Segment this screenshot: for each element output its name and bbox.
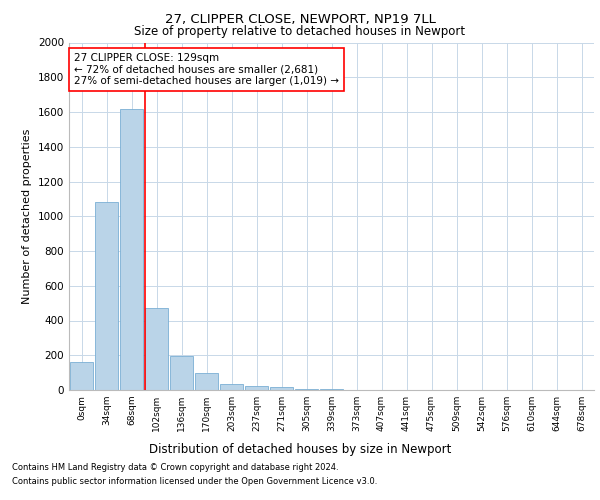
Text: 27 CLIPPER CLOSE: 129sqm
← 72% of detached houses are smaller (2,681)
27% of sem: 27 CLIPPER CLOSE: 129sqm ← 72% of detach… <box>74 53 339 86</box>
Bar <box>195 374 218 390</box>
Bar <box>70 362 93 390</box>
Text: Distribution of detached houses by size in Newport: Distribution of detached houses by size … <box>149 442 451 456</box>
Text: Contains public sector information licensed under the Open Government Licence v3: Contains public sector information licen… <box>12 477 377 486</box>
Bar <box>220 384 243 390</box>
Text: 27, CLIPPER CLOSE, NEWPORT, NP19 7LL: 27, CLIPPER CLOSE, NEWPORT, NP19 7LL <box>164 12 436 26</box>
Text: Size of property relative to detached houses in Newport: Size of property relative to detached ho… <box>134 25 466 38</box>
Text: Contains HM Land Registry data © Crown copyright and database right 2024.: Contains HM Land Registry data © Crown c… <box>12 464 338 472</box>
Bar <box>120 108 143 390</box>
Bar <box>245 386 268 390</box>
Bar <box>295 389 318 390</box>
Bar <box>170 356 193 390</box>
Bar <box>95 202 118 390</box>
Y-axis label: Number of detached properties: Number of detached properties <box>22 128 32 304</box>
Bar <box>270 388 293 390</box>
Bar <box>145 308 168 390</box>
